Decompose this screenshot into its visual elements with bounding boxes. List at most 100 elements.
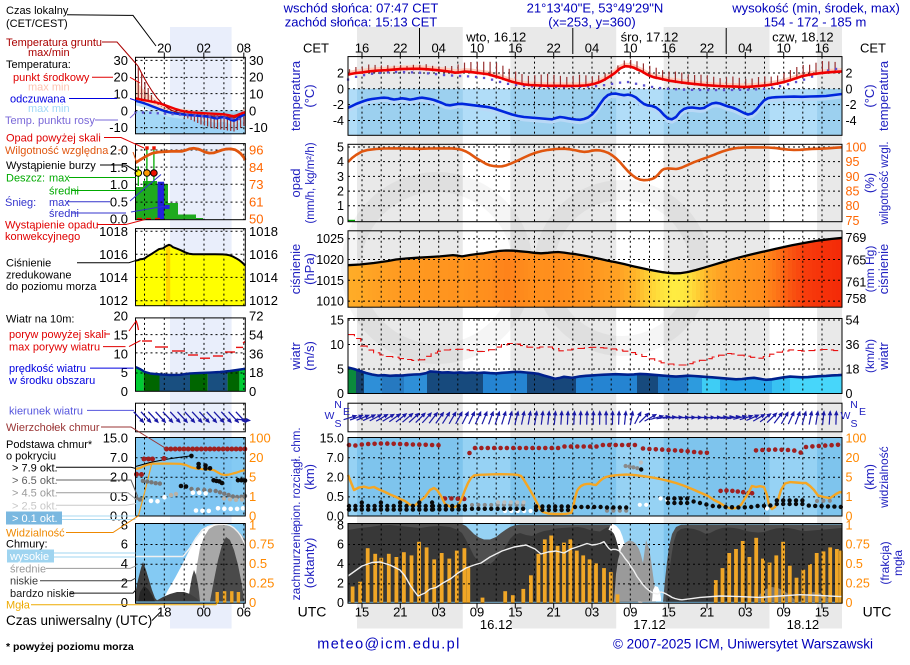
svg-text:0.25: 0.25 — [249, 576, 274, 591]
svg-text:* powyżej poziomu morza: * powyżej poziomu morza — [6, 641, 134, 653]
svg-text:0.5: 0.5 — [110, 194, 128, 209]
svg-text:w środku obszaru: w środku obszaru — [8, 375, 95, 387]
svg-text:E: E — [343, 406, 350, 418]
svg-text:do poziomu morza: do poziomu morza — [6, 281, 97, 293]
svg-text:Temperatura:: Temperatura: — [6, 59, 71, 71]
svg-text:5: 5 — [846, 471, 853, 485]
svg-text:30: 30 — [249, 53, 263, 68]
svg-text:CET: CET — [860, 40, 886, 55]
svg-text:o pokryciu: o pokryciu — [6, 451, 56, 463]
svg-text:20: 20 — [114, 70, 128, 85]
svg-text:Wystąpienie opadu: Wystąpienie opadu — [5, 220, 98, 232]
svg-text:1014: 1014 — [99, 270, 128, 285]
svg-text:-4: -4 — [333, 114, 344, 128]
svg-text:75: 75 — [846, 214, 860, 228]
svg-text:3: 3 — [337, 170, 344, 184]
svg-text:03: 03 — [585, 605, 599, 620]
svg-text:opad: opad — [288, 169, 303, 198]
svg-text:średni: średni — [49, 186, 79, 198]
svg-text:36: 36 — [249, 346, 263, 361]
svg-text:2.0: 2.0 — [327, 471, 344, 485]
svg-text:7.0: 7.0 — [110, 450, 128, 465]
svg-text:Śnieg:: Śnieg: — [5, 196, 36, 209]
svg-text:(°C): (°C) — [302, 84, 317, 107]
svg-text:4: 4 — [337, 557, 344, 571]
svg-text:10: 10 — [114, 346, 128, 361]
svg-text:2: 2 — [846, 67, 853, 81]
svg-text:04: 04 — [431, 40, 445, 55]
svg-text:0.5: 0.5 — [846, 557, 863, 571]
svg-text:Podstawa chmur*: Podstawa chmur* — [6, 439, 93, 451]
svg-text:21: 21 — [393, 605, 407, 620]
svg-text:15.0: 15.0 — [103, 430, 128, 445]
svg-text:N: N — [334, 399, 342, 411]
svg-text:wiatr: wiatr — [876, 342, 891, 371]
svg-text:95: 95 — [846, 155, 860, 169]
svg-text:max/min: max/min — [28, 47, 70, 59]
svg-text:18.12: 18.12 — [787, 617, 820, 632]
svg-text:(km): (km) — [302, 464, 317, 490]
svg-text:21: 21 — [546, 605, 560, 620]
svg-text:0.75: 0.75 — [249, 537, 274, 552]
svg-text:04: 04 — [585, 40, 599, 55]
svg-text:0: 0 — [121, 384, 128, 399]
svg-text:temperatura: temperatura — [288, 60, 303, 131]
svg-text:17.12: 17.12 — [633, 617, 666, 632]
svg-text:36: 36 — [846, 338, 860, 352]
svg-text:Czas lokalny: Czas lokalny — [6, 5, 69, 17]
svg-text:18: 18 — [249, 365, 263, 380]
svg-text:poryw powyżej skali: poryw powyżej skali — [9, 329, 106, 341]
svg-text:5: 5 — [337, 141, 344, 155]
svg-text:4: 4 — [337, 155, 344, 169]
svg-text:Chmury:: Chmury: — [6, 539, 48, 551]
svg-text:1: 1 — [249, 489, 256, 504]
svg-text:max min: max min — [28, 103, 70, 115]
svg-text:1016: 1016 — [99, 247, 128, 262]
svg-text:100: 100 — [249, 430, 271, 445]
svg-text:(m/s): (m/s) — [302, 341, 317, 371]
svg-text:-2: -2 — [333, 98, 344, 112]
svg-text:0: 0 — [337, 82, 344, 96]
svg-text:(km/h): (km/h) — [863, 339, 877, 373]
svg-text:1012: 1012 — [99, 293, 128, 308]
svg-text:1016: 1016 — [249, 247, 278, 262]
svg-text:22: 22 — [700, 40, 714, 55]
svg-text:100: 100 — [846, 431, 867, 445]
svg-text:śro, 17.12: śro, 17.12 — [621, 30, 679, 45]
svg-text:1: 1 — [846, 490, 853, 504]
svg-text:Deszcz:: Deszcz: — [6, 173, 45, 185]
svg-text:średni: średni — [49, 208, 79, 220]
svg-text:0: 0 — [121, 103, 128, 118]
svg-text:widzialność: widzialność — [877, 446, 891, 508]
svg-text:prędkość wiatru: prędkość wiatru — [9, 363, 86, 375]
svg-text:wto, 16.12: wto, 16.12 — [465, 30, 526, 45]
svg-text:0: 0 — [249, 103, 256, 118]
svg-text:zredukowane: zredukowane — [6, 269, 71, 281]
svg-text:30: 30 — [114, 53, 128, 68]
svg-text:22: 22 — [393, 40, 407, 55]
svg-text:Wiatr na 10m:: Wiatr na 10m: — [6, 314, 74, 326]
svg-text:wiatr: wiatr — [288, 342, 303, 371]
svg-text:(hPa): (hPa) — [302, 253, 317, 285]
svg-text:5: 5 — [121, 365, 128, 380]
svg-text:W: W — [841, 410, 851, 422]
svg-text:(mm Hg): (mm Hg) — [863, 246, 877, 293]
svg-text:0: 0 — [121, 595, 128, 610]
svg-text:8: 8 — [337, 518, 344, 532]
svg-text:ciśnienie: ciśnienie — [288, 244, 303, 295]
svg-text:0: 0 — [846, 82, 853, 96]
svg-text:średnie: średnie — [10, 563, 46, 575]
svg-text:73: 73 — [249, 177, 263, 192]
svg-text:1.5: 1.5 — [110, 160, 128, 175]
svg-text:niskie: niskie — [10, 576, 38, 588]
svg-text:10: 10 — [114, 87, 128, 102]
svg-text:00: 00 — [197, 605, 211, 620]
svg-text:100: 100 — [846, 141, 867, 155]
svg-text:1014: 1014 — [249, 270, 278, 285]
svg-text:1020: 1020 — [316, 253, 344, 267]
svg-text:1: 1 — [337, 199, 344, 213]
svg-text:0: 0 — [249, 595, 256, 610]
svg-text:21: 21 — [700, 605, 714, 620]
svg-text:72: 72 — [249, 309, 263, 324]
svg-text:> 6.5 okt.: > 6.5 okt. — [12, 475, 58, 487]
